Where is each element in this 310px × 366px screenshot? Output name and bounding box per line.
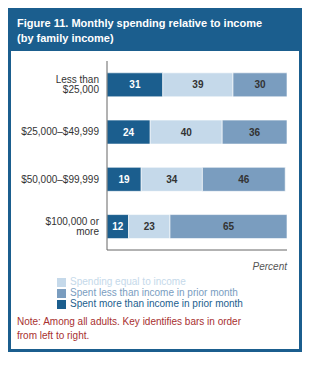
svg-text:36: 36	[249, 126, 261, 137]
svg-text:$100,000 ormore: $100,000 ormore	[46, 216, 100, 237]
svg-text:19: 19	[119, 174, 131, 185]
html-text:(by family income): (by family income)	[17, 31, 114, 44]
html-text:Spent less than income in prio: Spent less than income in prior month	[70, 286, 238, 298]
svg-text:30: 30	[254, 79, 266, 90]
html-text:Note: Among all adults. Key id: Note: Among all adults. Key identifies b…	[17, 315, 241, 341]
html-text:Spending equal to income: Spending equal to income	[70, 275, 186, 287]
svg-text:Less than$25,000: Less than$25,000	[56, 74, 100, 95]
html-text:Figure 11. Monthly spending re: Figure 11. Monthly spending relative to …	[17, 17, 263, 29]
svg-text:39: 39	[192, 79, 204, 90]
svg-text:24: 24	[123, 126, 135, 137]
svg-text:34: 34	[166, 174, 178, 185]
svg-text:$25,000–$49,999: $25,000–$49,999	[21, 126, 99, 137]
svg-text:23: 23	[144, 221, 156, 232]
svg-text:46: 46	[238, 174, 250, 185]
svg-text:$50,000–$99,999: $50,000–$99,999	[21, 173, 99, 184]
svg-text:31: 31	[129, 79, 141, 90]
svg-text:Percent: Percent	[253, 261, 289, 272]
svg-text:65: 65	[223, 221, 235, 232]
html-text:Spent more than income in prio: Spent more than income in prior month	[70, 297, 243, 309]
svg-text:12: 12	[112, 221, 124, 232]
svg-text:40: 40	[181, 126, 193, 137]
